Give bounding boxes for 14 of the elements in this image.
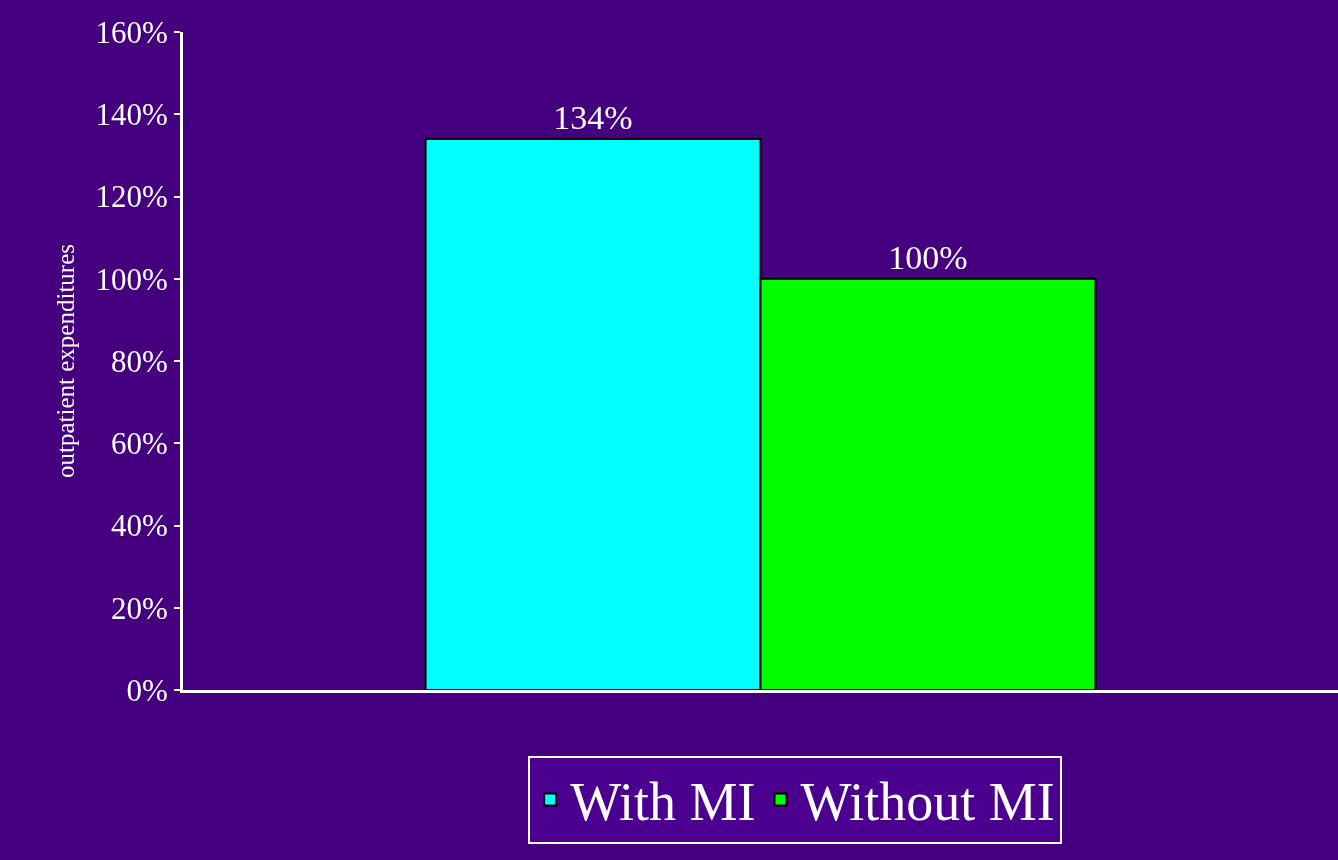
y-tick-label: 120% <box>95 179 168 215</box>
y-tick-label: 80% <box>110 343 168 379</box>
legend-label: With MI <box>570 772 756 833</box>
y-tick-label: 20% <box>110 590 168 626</box>
y-tick-label: 0% <box>126 672 168 708</box>
y-tick-label: 60% <box>110 426 168 462</box>
y-tick-label: 40% <box>110 508 168 544</box>
y-axis-title: outpatient expenditures <box>52 244 80 478</box>
y-tick-label: 100% <box>95 261 168 297</box>
y-tick-label: 140% <box>95 97 168 133</box>
data-label: 134% <box>553 98 633 136</box>
data-label: 100% <box>888 238 968 276</box>
legend-label: Without MI <box>800 772 1055 833</box>
y-tick-label: 160% <box>95 14 168 50</box>
